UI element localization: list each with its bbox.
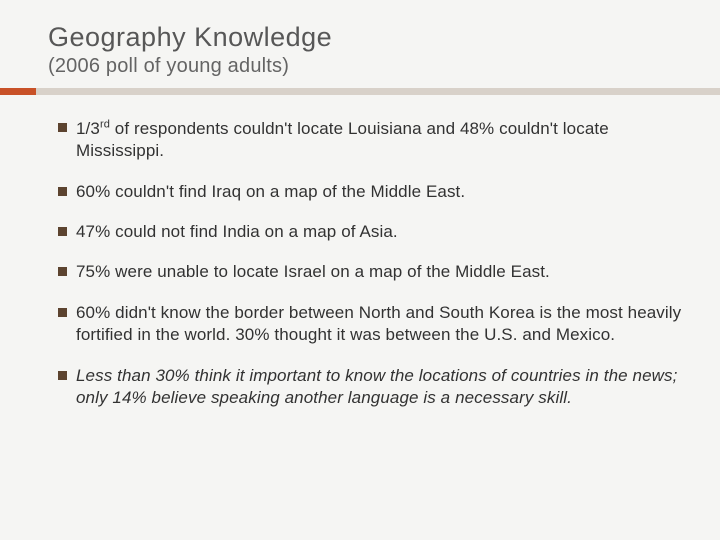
list-item: Less than 30% think it important to know… <box>58 365 682 410</box>
title-divider <box>0 88 720 95</box>
square-bullet-icon <box>58 267 67 276</box>
list-item: 75% were unable to locate Israel on a ma… <box>58 261 682 283</box>
list-item-text: 1/3rd of respondents couldn't locate Lou… <box>76 119 609 160</box>
square-bullet-icon <box>58 371 67 380</box>
bullet-list: 1/3rd of respondents couldn't locate Lou… <box>48 117 682 410</box>
superscript: rd <box>100 118 110 130</box>
divider-accent-block <box>0 88 36 95</box>
list-item: 60% didn't know the border between North… <box>58 302 682 347</box>
square-bullet-icon <box>58 227 67 236</box>
square-bullet-icon <box>58 123 67 132</box>
square-bullet-icon <box>58 187 67 196</box>
divider-line <box>36 88 720 95</box>
list-item: 47% could not find India on a map of Asi… <box>58 221 682 243</box>
slide-title: Geography Knowledge <box>48 22 682 53</box>
slide-subtitle: (2006 poll of young adults) <box>48 55 682 78</box>
list-item-text: 60% didn't know the border between North… <box>76 303 681 344</box>
list-item-text: 60% couldn't find Iraq on a map of the M… <box>76 182 465 201</box>
square-bullet-icon <box>58 308 67 317</box>
list-item-text: 47% could not find India on a map of Asi… <box>76 222 398 241</box>
list-item: 1/3rd of respondents couldn't locate Lou… <box>58 117 682 163</box>
list-item-text: Less than 30% think it important to know… <box>76 366 677 407</box>
list-item: 60% couldn't find Iraq on a map of the M… <box>58 181 682 203</box>
list-item-text: 75% were unable to locate Israel on a ma… <box>76 262 550 281</box>
